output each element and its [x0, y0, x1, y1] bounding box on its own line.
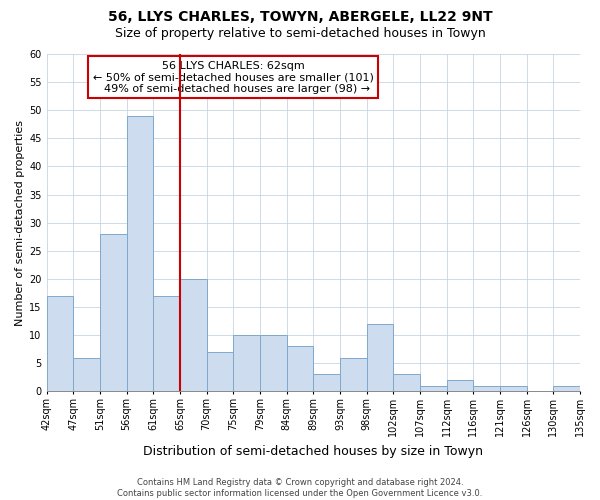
- Bar: [153, 296, 180, 392]
- Y-axis label: Number of semi-detached properties: Number of semi-detached properties: [15, 120, 25, 326]
- Bar: [127, 116, 153, 392]
- Text: 56 LLYS CHARLES: 62sqm
← 50% of semi-detached houses are smaller (101)
  49% of : 56 LLYS CHARLES: 62sqm ← 50% of semi-det…: [93, 60, 374, 94]
- Bar: [367, 324, 393, 392]
- Bar: [206, 352, 233, 392]
- Bar: [100, 234, 127, 392]
- Bar: [47, 296, 73, 392]
- Bar: [313, 374, 340, 392]
- Bar: [393, 374, 420, 392]
- Text: Size of property relative to semi-detached houses in Towyn: Size of property relative to semi-detach…: [115, 28, 485, 40]
- Bar: [287, 346, 313, 392]
- Bar: [180, 279, 206, 392]
- Bar: [73, 358, 100, 392]
- Bar: [233, 335, 260, 392]
- Bar: [500, 386, 527, 392]
- Text: Contains HM Land Registry data © Crown copyright and database right 2024.
Contai: Contains HM Land Registry data © Crown c…: [118, 478, 482, 498]
- Text: 56, LLYS CHARLES, TOWYN, ABERGELE, LL22 9NT: 56, LLYS CHARLES, TOWYN, ABERGELE, LL22 …: [107, 10, 493, 24]
- Bar: [260, 335, 287, 392]
- Bar: [340, 358, 367, 392]
- Bar: [420, 386, 446, 392]
- Bar: [473, 386, 500, 392]
- X-axis label: Distribution of semi-detached houses by size in Towyn: Distribution of semi-detached houses by …: [143, 444, 483, 458]
- Bar: [553, 386, 580, 392]
- Bar: [446, 380, 473, 392]
